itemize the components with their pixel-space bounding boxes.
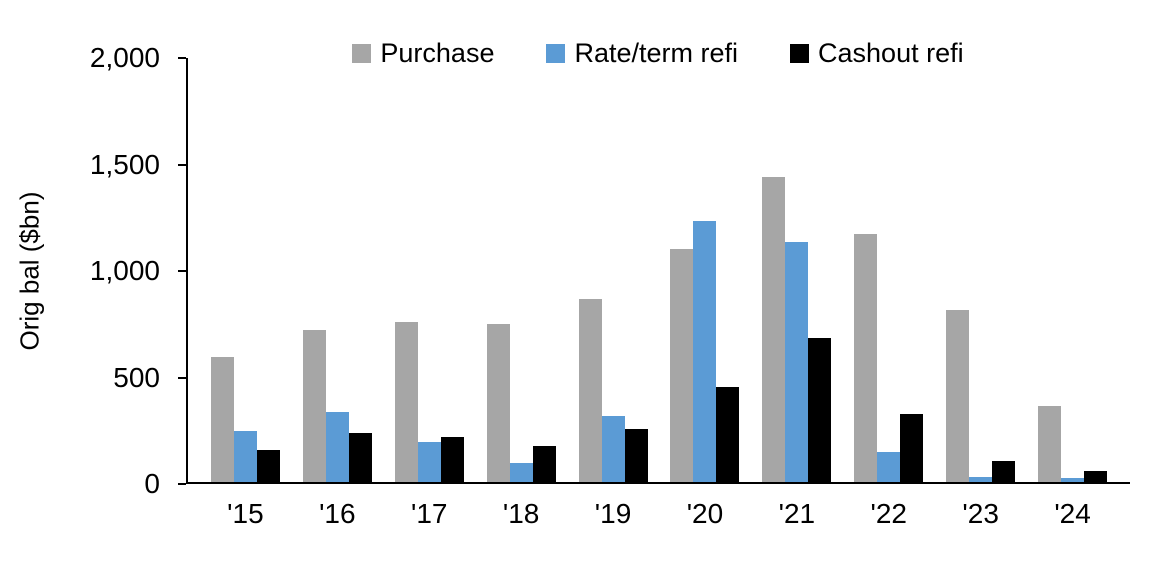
bar-group-21: '21: [762, 58, 832, 529]
bar-purchase-20: [670, 248, 694, 482]
bar-purchase-15: [210, 356, 234, 482]
legend: Purchase Rate/term refi Cashout refi: [186, 38, 1130, 69]
x-axis-label-15: '15: [227, 498, 264, 529]
bars-17: [394, 58, 464, 482]
y-tick-label: 500: [113, 361, 160, 393]
bars-20: [670, 58, 740, 482]
bar-rate-term-refi-19: [601, 416, 625, 482]
bar-rate-term-refi-20: [693, 221, 717, 482]
x-axis-label-24: '24: [1054, 498, 1091, 529]
plot-area: '15 '16 '17 '18 '19 '20 '21 '22 '23 '24: [186, 58, 1130, 529]
legend-item-cashout-refi: Cashout refi: [790, 38, 964, 69]
bars-21: [762, 58, 832, 482]
bars-16: [302, 58, 372, 482]
y-tick-mark: [178, 57, 186, 59]
bar-cashout-refi-15: [256, 450, 280, 482]
y-tick-mark: [178, 163, 186, 166]
y-axis: 0 500 1,000 1,500 2,000: [0, 42, 186, 499]
bar-cashout-refi-20: [716, 386, 740, 482]
bar-rate-term-refi-15: [233, 431, 257, 482]
bar-group-15: '15: [210, 58, 280, 529]
bar-rate-term-refi-18: [509, 462, 533, 482]
bar-cashout-refi-19: [624, 429, 648, 482]
bar-purchase-23: [946, 310, 970, 482]
x-axis-label-16: '16: [319, 498, 356, 529]
x-axis-label-20: '20: [686, 498, 724, 529]
bar-rate-term-refi-16: [325, 412, 349, 482]
y-tick-mark: [178, 483, 186, 485]
x-axis-label-17: '17: [410, 498, 448, 529]
legend-item-rate-term-refi: Rate/term refi: [546, 38, 738, 69]
bar-purchase-18: [486, 324, 510, 482]
y-tick-label: 1,500: [89, 148, 160, 180]
bar-purchase-16: [302, 330, 326, 482]
y-tick-label: 1,000: [89, 255, 160, 286]
legend-label-rate-term-refi: Rate/term refi: [574, 38, 739, 68]
y-tick-mark: [178, 376, 186, 379]
y-tick-label: 0: [144, 468, 160, 499]
legend-swatch-rate-term-refi: [546, 44, 566, 63]
bar-purchase-22: [854, 233, 878, 482]
bar-rate-term-refi-17: [417, 441, 441, 482]
legend-label-cashout-refi: Cashout refi: [818, 38, 964, 68]
bar-group-20: '20: [670, 58, 740, 529]
bar-group-23: '23: [946, 58, 1016, 529]
bars-23: [946, 58, 1016, 482]
bar-cashout-refi-21: [808, 337, 832, 482]
legend-item-purchase: Purchase: [352, 38, 494, 69]
bar-cashout-refi-22: [900, 414, 924, 482]
bar-rate-term-refi-21: [785, 242, 809, 482]
bar-group-17: '17: [394, 58, 464, 529]
bar-cashout-refi-16: [348, 433, 372, 482]
bar-cashout-refi-23: [992, 460, 1016, 482]
bar-group-18: '18: [486, 58, 556, 529]
x-axis-label-21: '21: [778, 498, 816, 529]
bar-rate-term-refi-23: [969, 476, 993, 482]
bar-purchase-19: [578, 298, 602, 482]
bar-rate-term-refi-24: [1061, 477, 1085, 482]
bar-purchase-17: [394, 321, 418, 482]
x-axis-label-19: '19: [594, 498, 632, 529]
bars-19: [578, 58, 648, 482]
bars-15: [210, 58, 280, 482]
bar-group-19: '19: [578, 58, 648, 529]
bars-24: [1038, 58, 1108, 482]
bar-group-22: '22: [854, 58, 924, 529]
bar-cashout-refi-18: [532, 445, 556, 482]
x-axis-label-18: '18: [502, 498, 540, 529]
y-tick-label: 2,000: [89, 42, 160, 73]
bar-purchase-21: [762, 176, 786, 482]
x-axis-label-23: '23: [962, 498, 999, 529]
x-axis-label-22: '22: [870, 498, 908, 529]
bars-18: [486, 58, 556, 482]
bars-22: [854, 58, 924, 482]
y-tick-mark: [178, 270, 186, 272]
bar-cashout-refi-17: [440, 437, 464, 482]
bar-group-16: '16: [302, 58, 372, 529]
legend-label-purchase: Purchase: [380, 38, 495, 68]
bar-rate-term-refi-22: [877, 452, 901, 482]
legend-swatch-cashout-refi: [790, 44, 810, 63]
bar-purchase-24: [1038, 405, 1062, 482]
legend-swatch-purchase: [352, 44, 372, 63]
bar-cashout-refi-24: [1084, 471, 1108, 482]
bar-group-24: '24: [1038, 58, 1108, 529]
